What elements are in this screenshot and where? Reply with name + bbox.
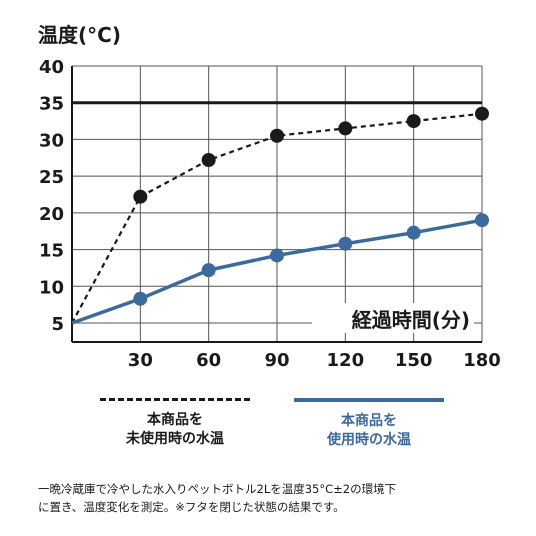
y-axis-title: 温度(°C) — [38, 23, 121, 47]
x-tick-label: 60 — [196, 350, 221, 371]
legend-unused-line1: 本商品を — [147, 412, 203, 428]
legend-used-line2: 使用時の水温 — [327, 432, 411, 448]
x-axis-title-bg — [312, 303, 474, 333]
data-point-used — [338, 236, 353, 251]
data-point-used — [406, 225, 421, 240]
y-tick-label: 10 — [39, 277, 64, 298]
legend-unused-line2: 未使用時の水温 — [126, 431, 224, 447]
x-tick-label: 90 — [264, 350, 289, 371]
legend-used: 本商品を 使用時の水温 — [284, 398, 454, 450]
footnote-line1: 一晩冷蔵庫で冷やした水入りペットボトル2Lを温度35°C±2の環境下 — [38, 482, 397, 496]
x-tick-label: 120 — [327, 350, 365, 371]
legend-unused: 本商品を 未使用時の水温 — [90, 398, 260, 449]
data-point-unused — [201, 152, 216, 167]
labels: 5 10 15 20 25 30 35 40 30 60 90 120 150 180 温度(°C) 経過時間… — [38, 23, 501, 371]
data-point-unused — [406, 114, 421, 129]
data-point-used — [270, 248, 284, 263]
data-point-unused — [270, 128, 284, 143]
y-tick-label: 15 — [39, 241, 64, 262]
footnote-line2: に置き、温度変化を測定。※フタを閉じた状態の結果です。 — [38, 500, 345, 514]
data-point-used — [133, 291, 148, 306]
chart: 5 10 15 20 25 30 35 40 30 60 90 120 150 180 温度(°C) 経過時間… — [38, 23, 501, 371]
data-point-used — [475, 213, 489, 228]
legend-used-line1: 本商品を — [341, 413, 397, 429]
data-point-used — [201, 263, 216, 278]
y-tick-label: 25 — [39, 167, 64, 188]
footnote: 一晩冷蔵庫で冷やした水入りペットボトル2Lを温度35°C±2の環境下 に置き、温… — [38, 480, 508, 516]
data-point-unused — [475, 106, 489, 121]
y-tick-label: 30 — [39, 130, 64, 151]
data-point-unused — [133, 189, 148, 204]
y-tick-label: 35 — [39, 94, 64, 115]
data-point-unused — [338, 121, 353, 136]
y-tick-label: 40 — [39, 57, 64, 78]
x-tick-label: 150 — [395, 350, 433, 371]
axes — [71, 66, 482, 343]
x-axis-title: 経過時間(分) — [352, 308, 470, 332]
legend-solid-swatch — [294, 398, 444, 402]
x-tick-label: 30 — [128, 350, 153, 371]
y-tick-label: 20 — [39, 204, 64, 225]
x-tick-label: 180 — [463, 350, 501, 371]
y-tick-label: 5 — [51, 314, 64, 335]
series-layer — [71, 106, 489, 325]
legend-dashed-swatch — [100, 398, 250, 401]
